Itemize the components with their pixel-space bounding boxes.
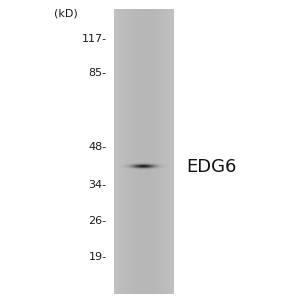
Text: 34-: 34- [88, 179, 106, 190]
Text: EDG6: EDG6 [186, 158, 236, 175]
Text: 117-: 117- [81, 34, 106, 44]
Text: (kD): (kD) [54, 8, 78, 19]
Text: 19-: 19- [88, 252, 106, 262]
Text: 85-: 85- [88, 68, 106, 79]
Text: 48-: 48- [88, 142, 106, 152]
Text: 26-: 26- [88, 215, 106, 226]
